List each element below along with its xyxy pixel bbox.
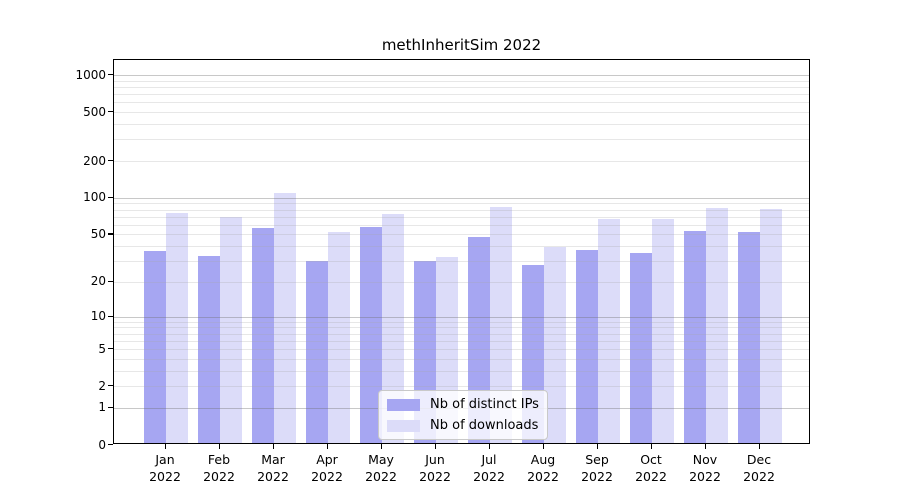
bar-downloads xyxy=(652,219,674,443)
bar-downloads xyxy=(166,213,188,443)
bar-downloads xyxy=(274,192,296,443)
bar-downloads xyxy=(490,207,512,443)
y-tick-label: 100 xyxy=(83,190,106,205)
legend-swatch-downloads xyxy=(387,419,420,432)
legend-entry-distinct-ips: Nb of distinct IPs xyxy=(379,396,547,413)
x-tick-mark xyxy=(543,444,545,449)
bar-downloads xyxy=(544,246,566,443)
y-tick-label: 0 xyxy=(98,437,106,452)
bar-distinct-ips xyxy=(306,260,328,443)
bar-downloads xyxy=(706,208,728,443)
y-tick-mark xyxy=(108,444,113,446)
x-tick-mark xyxy=(705,444,707,449)
legend-label-distinct-ips: Nb of distinct IPs xyxy=(430,397,539,412)
bar-downloads xyxy=(382,214,404,443)
bar-distinct-ips xyxy=(252,228,274,443)
y-tick-label: 2 xyxy=(98,378,106,393)
y-tick-label: 20 xyxy=(90,274,106,289)
x-tick-label: Nov 2022 xyxy=(689,452,721,484)
x-tick-label: May 2022 xyxy=(365,452,397,484)
y-tick-label: 5 xyxy=(98,341,106,356)
bar-distinct-ips xyxy=(738,232,760,443)
legend-label-downloads: Nb of downloads xyxy=(430,418,539,433)
legend-entry-downloads: Nb of downloads xyxy=(379,417,547,434)
chart-title: methInheritSim 2022 xyxy=(381,36,542,54)
y-tick-mark xyxy=(108,160,113,162)
bar-downloads xyxy=(220,217,242,443)
y-tick-label: 200 xyxy=(83,153,106,168)
x-tick-label: Sep 2022 xyxy=(581,452,613,484)
x-tick-label: Aug 2022 xyxy=(527,452,559,484)
x-tick-mark xyxy=(327,444,329,449)
bar-distinct-ips xyxy=(144,251,166,443)
x-tick-label: Feb 2022 xyxy=(203,452,235,484)
legend: Nb of distinct IPs Nb of downloads xyxy=(378,390,548,440)
bar-distinct-ips xyxy=(360,226,382,443)
y-tick-mark xyxy=(108,348,113,350)
x-tick-label: Jun 2022 xyxy=(419,452,451,484)
x-tick-label: Apr 2022 xyxy=(311,452,343,484)
y-tick-mark xyxy=(108,406,113,409)
bar-distinct-ips xyxy=(576,249,598,443)
y-tick-mark xyxy=(108,196,113,198)
y-tick-label: 1000 xyxy=(75,67,106,82)
x-tick-mark xyxy=(273,444,275,449)
x-tick-label: Oct 2022 xyxy=(635,452,667,484)
x-tick-mark xyxy=(381,444,383,449)
y-tick-label: 50 xyxy=(90,226,106,241)
x-tick-mark xyxy=(219,444,221,449)
x-tick-label: Mar 2022 xyxy=(257,452,289,484)
y-tick-mark xyxy=(108,74,113,76)
bar-distinct-ips xyxy=(630,252,652,443)
y-tick-mark xyxy=(108,233,113,235)
bar-distinct-ips xyxy=(198,255,220,443)
bar-distinct-ips xyxy=(684,231,706,443)
x-tick-mark xyxy=(489,444,491,449)
x-tick-mark xyxy=(759,444,761,449)
x-tick-mark xyxy=(597,444,599,449)
x-tick-mark xyxy=(165,444,167,449)
y-tick-label: 1 xyxy=(98,400,106,415)
bar-downloads xyxy=(328,232,350,443)
y-tick-mark xyxy=(108,280,113,283)
y-tick-mark xyxy=(108,111,113,113)
x-tick-label: Dec 2022 xyxy=(743,452,775,484)
y-tick-label: 10 xyxy=(90,309,106,324)
bar-downloads xyxy=(760,209,782,443)
x-tick-label: Jul 2022 xyxy=(473,452,505,484)
x-tick-mark xyxy=(435,444,437,449)
y-tick-mark xyxy=(108,315,113,317)
y-tick-label: 500 xyxy=(83,104,106,119)
legend-swatch-distinct-ips xyxy=(387,398,420,411)
x-tick-label: Jan 2022 xyxy=(149,452,181,484)
y-tick-mark xyxy=(108,385,113,387)
bar-downloads xyxy=(598,218,620,443)
x-tick-mark xyxy=(651,444,653,449)
